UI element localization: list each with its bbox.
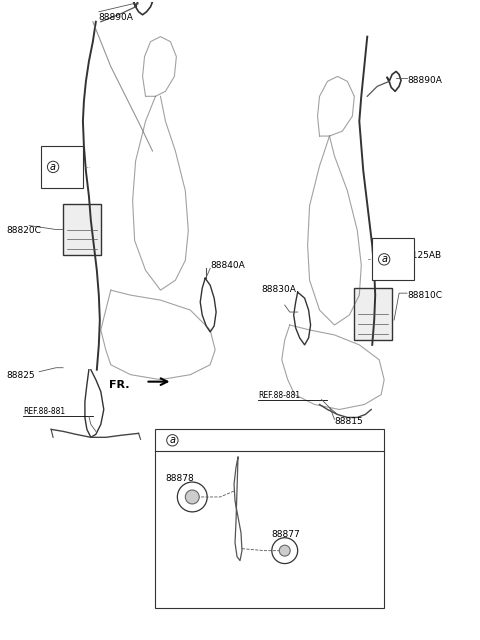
Text: 88815: 88815 — [335, 417, 363, 426]
Text: 88890A: 88890A — [99, 13, 134, 22]
Text: 88877: 88877 — [272, 530, 300, 539]
Text: 88840A: 88840A — [210, 261, 245, 270]
Circle shape — [178, 482, 207, 512]
Text: 88890A: 88890A — [407, 76, 442, 85]
Bar — [354, 288, 392, 340]
Bar — [63, 204, 101, 255]
Text: a: a — [169, 435, 175, 445]
Text: 88820C: 88820C — [6, 225, 41, 234]
Circle shape — [185, 490, 199, 504]
Text: REF.88-881: REF.88-881 — [23, 408, 65, 417]
FancyBboxPatch shape — [41, 146, 83, 188]
Circle shape — [279, 545, 290, 556]
Text: 88830A: 88830A — [262, 285, 297, 294]
Text: a: a — [50, 162, 56, 172]
Circle shape — [272, 538, 298, 564]
Bar — [156, 429, 384, 609]
Text: 1125AB: 1125AB — [407, 252, 442, 260]
FancyBboxPatch shape — [372, 239, 414, 280]
Text: 88810C: 88810C — [407, 291, 442, 300]
Text: REF.88-881: REF.88-881 — [258, 390, 300, 399]
Text: a: a — [381, 254, 387, 264]
Text: FR.: FR. — [109, 380, 129, 390]
Text: 88825: 88825 — [6, 371, 35, 380]
Text: 88878: 88878 — [166, 474, 194, 483]
